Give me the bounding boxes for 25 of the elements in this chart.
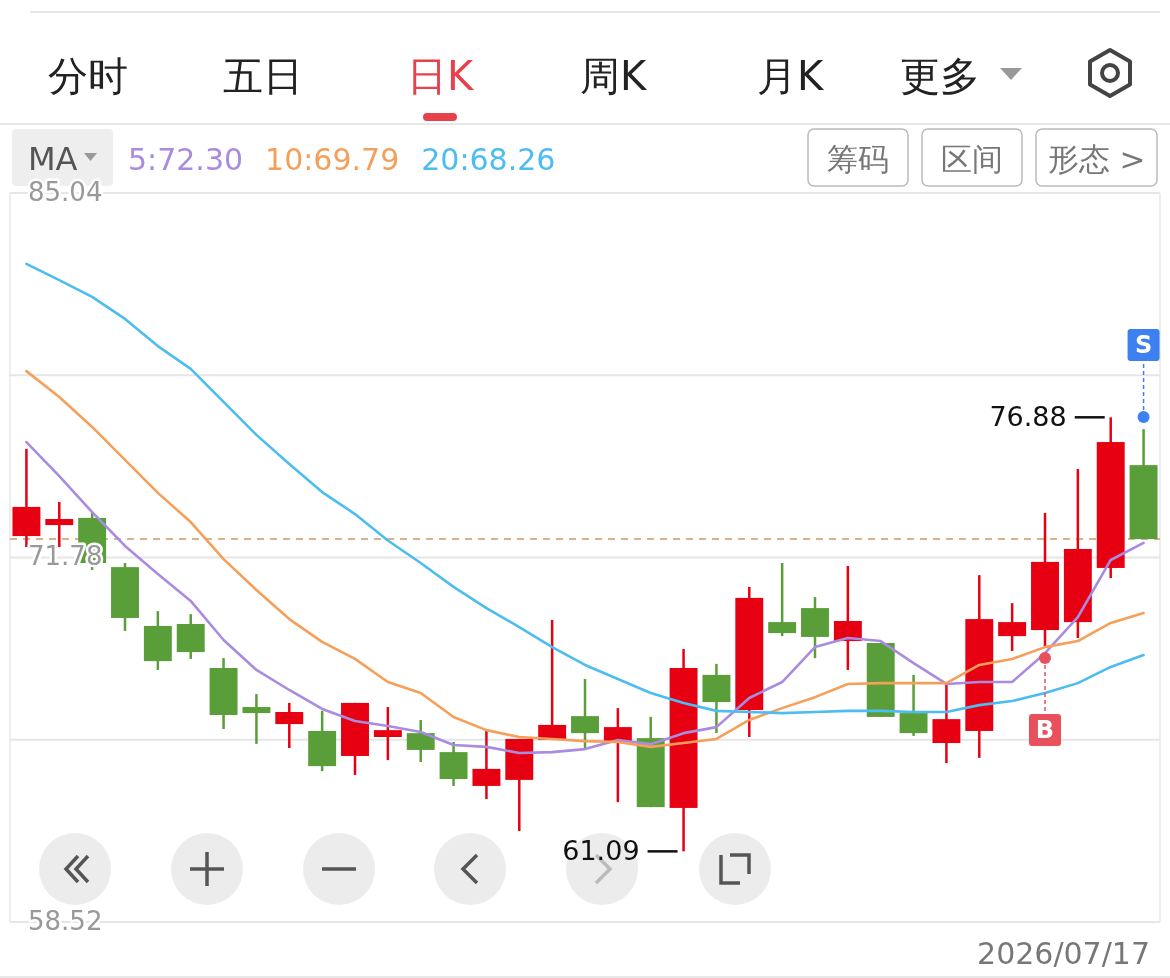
line-series bbox=[25, 369, 1145, 749]
text: 月K bbox=[756, 53, 825, 99]
text: 五日 bbox=[223, 53, 303, 99]
text: 更多 bbox=[900, 53, 980, 99]
candlestick bbox=[768, 561, 797, 638]
y-tick-label: 58.52 bbox=[28, 905, 103, 936]
text: 筹码 bbox=[827, 141, 889, 177]
text: 20:68.26 bbox=[421, 142, 556, 177]
legend-title: MA bbox=[28, 140, 78, 178]
line-series bbox=[25, 440, 1145, 755]
text: 分时 bbox=[48, 53, 128, 99]
text: 区间 bbox=[941, 141, 1003, 177]
candlestick bbox=[373, 705, 402, 762]
text: 5:72.30 bbox=[128, 142, 244, 177]
data-label: S bbox=[1134, 331, 1153, 360]
data-label: B bbox=[1035, 716, 1055, 745]
text: 10:69.79 bbox=[265, 142, 400, 177]
y-tick-label: 85.04 bbox=[28, 176, 103, 207]
annotation: 61.09 bbox=[562, 834, 640, 866]
candlestick bbox=[242, 692, 271, 746]
text: 2026/07/17 bbox=[977, 936, 1150, 971]
text: 形态 > bbox=[1047, 141, 1146, 177]
text: 周K bbox=[579, 53, 648, 99]
annotation: 76.88 bbox=[989, 400, 1067, 432]
text: 日K bbox=[406, 53, 475, 99]
